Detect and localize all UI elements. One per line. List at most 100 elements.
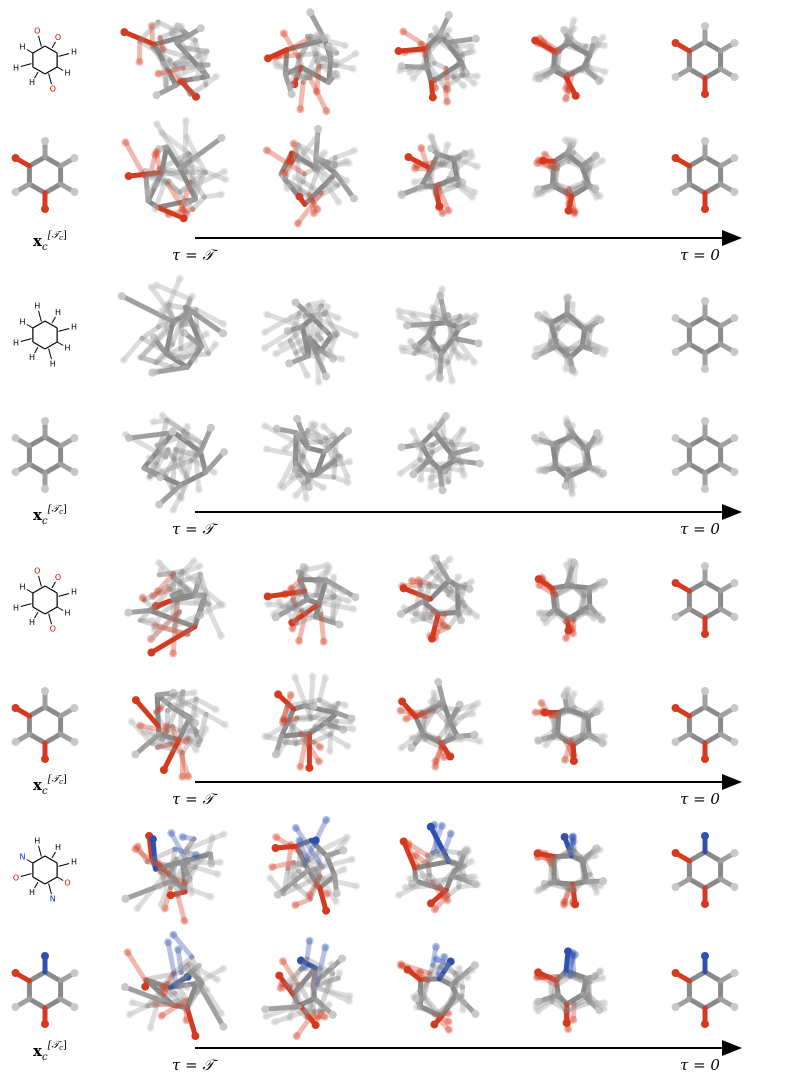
bond [456, 848, 471, 856]
atom [426, 631, 435, 640]
bond [307, 875, 322, 902]
atom [408, 427, 417, 436]
bond [400, 29, 432, 50]
bond [295, 142, 322, 159]
atom [533, 853, 542, 862]
bond [428, 59, 465, 86]
bond [583, 442, 592, 467]
bond [537, 608, 560, 616]
bond [425, 862, 433, 889]
atom [318, 298, 327, 307]
bond [548, 320, 560, 349]
atom [595, 1006, 604, 1015]
atom [561, 687, 570, 696]
atom [202, 330, 211, 339]
bond [291, 141, 300, 158]
bond [172, 706, 198, 726]
bond [568, 471, 576, 489]
atom [438, 209, 447, 218]
bond [702, 704, 724, 719]
atom [319, 422, 328, 431]
atom [175, 274, 184, 283]
bond [439, 30, 450, 38]
bond [407, 60, 437, 75]
bond [160, 60, 186, 71]
atom [308, 672, 317, 681]
atom [531, 352, 540, 361]
bond [177, 170, 208, 195]
bond [437, 868, 457, 889]
bond [583, 43, 590, 68]
bond [310, 956, 345, 987]
bond [586, 434, 603, 448]
atom [159, 60, 168, 69]
atom [533, 849, 542, 858]
bond [166, 206, 196, 217]
bond [164, 702, 177, 714]
bond [587, 316, 601, 333]
atom [154, 69, 163, 78]
bond [426, 359, 451, 381]
bond [288, 65, 299, 90]
bond [448, 427, 466, 445]
bond [317, 873, 338, 891]
atom [435, 373, 444, 382]
bond [564, 295, 570, 317]
bond [415, 733, 423, 742]
bond [304, 33, 312, 41]
bond [549, 65, 575, 77]
atom [219, 448, 228, 457]
bond [26, 704, 48, 719]
bond [566, 465, 588, 473]
atom [535, 848, 544, 857]
atom [594, 343, 603, 352]
bond [432, 343, 449, 351]
bond [38, 35, 42, 47]
bond [442, 848, 462, 856]
atom [598, 469, 607, 478]
bond [56, 876, 64, 881]
bond [686, 579, 708, 594]
atom [671, 579, 680, 587]
bond [312, 565, 332, 584]
bond [550, 735, 574, 743]
atom-label: H [29, 78, 35, 87]
atom [280, 169, 289, 178]
bond [548, 326, 561, 344]
bond [331, 436, 339, 480]
bond [169, 723, 191, 779]
bond [563, 688, 577, 711]
bond [412, 610, 420, 617]
label-sup-sub: c [59, 234, 63, 242]
bond [454, 165, 461, 188]
atom [321, 673, 330, 682]
bond [460, 72, 477, 87]
atom [343, 427, 352, 436]
bond [171, 428, 187, 462]
atom [141, 982, 150, 991]
atom [464, 846, 473, 855]
atom [568, 951, 577, 960]
bond [284, 703, 299, 747]
time-end-label: τ = 0 [680, 790, 720, 808]
bond [186, 961, 205, 987]
atom [448, 376, 456, 385]
atom [11, 188, 20, 196]
bond [282, 437, 299, 452]
atom [304, 483, 313, 492]
bond [534, 160, 560, 172]
bond [169, 486, 184, 501]
bond [413, 700, 446, 720]
bond [297, 849, 325, 870]
bond [405, 841, 430, 858]
bond [686, 154, 708, 169]
atom [571, 950, 580, 959]
bond [430, 555, 449, 594]
bond [153, 341, 175, 366]
atom [288, 618, 297, 627]
bond [290, 310, 302, 333]
bond [293, 430, 308, 443]
atom [152, 148, 161, 157]
bond [581, 878, 599, 891]
atom [440, 753, 449, 762]
